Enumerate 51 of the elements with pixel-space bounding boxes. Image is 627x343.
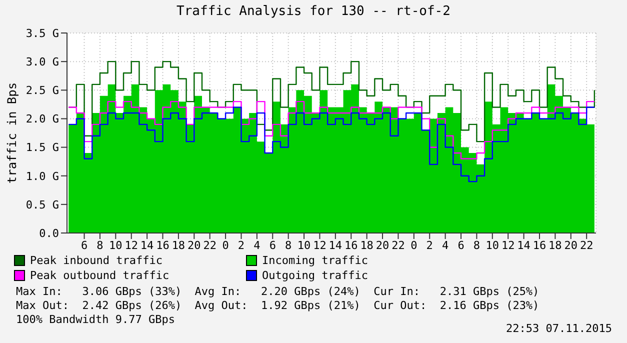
- text: Max In: 3.06 GBps (33%) Avg In: 2.20 GBps (24%) Cur In: 2.31 GBps (25%): [16, 285, 540, 299]
- x-tick-label: 8: [473, 238, 480, 252]
- y-tick-label: 1.5 G: [26, 141, 59, 154]
- x-tick-label: 18: [548, 238, 562, 252]
- x-tick-label: 2: [238, 238, 245, 252]
- y-tick-label: 0.5 G: [26, 198, 59, 212]
- legend-label: Peak inbound traffic: [30, 254, 162, 267]
- x-tick-label: 16: [344, 238, 358, 252]
- y-tick-label: 2.5 G: [26, 84, 59, 98]
- x-tick-label: 18: [172, 238, 186, 252]
- y-tick-label: 3.0 G: [26, 55, 59, 68]
- x-tick-label: 22: [392, 238, 405, 252]
- legend-label: Outgoing traffic: [262, 269, 368, 282]
- x-tick-label: 10: [109, 238, 122, 252]
- x-tick-label: 12: [124, 238, 138, 252]
- x-tick-label: 4: [254, 238, 261, 252]
- x-tick-label: 8: [96, 238, 104, 252]
- x-tick-label: 18: [360, 238, 374, 252]
- x-tick-label: 6: [458, 238, 464, 252]
- x-tick-label: 14: [517, 238, 531, 252]
- x-tick-label: 6: [80, 238, 88, 252]
- x-tick-label: 8: [285, 238, 292, 252]
- x-tick-label: 14: [328, 238, 342, 252]
- x-tick-label: 22: [580, 238, 594, 252]
- y-tick-label: 3.5 G: [26, 26, 59, 40]
- x-tick-label: 16: [532, 238, 546, 252]
- y-axis-title: traffic in Bps: [5, 82, 19, 184]
- series-label: Incoming traffic: [262, 254, 368, 267]
- x-tick-label: 20: [376, 238, 390, 252]
- y-tick-label: 2.0 G: [26, 112, 59, 126]
- text: 100% Bandwidth 9.77 GBps: [16, 313, 175, 326]
- x-tick-label: 12: [313, 238, 326, 252]
- text: Max Out: 2.42 GBps (26%) Avg Out: 1.92 GBps (21%) Cur Out: 2.16 GBps (23%): [16, 299, 540, 313]
- x-tick-label: 4: [442, 238, 449, 252]
- x-tick-label: 0: [222, 238, 229, 252]
- x-tick-label: 20: [564, 238, 578, 252]
- x-tick-label: 10: [486, 238, 500, 252]
- x-tick-label: 0: [410, 238, 418, 252]
- x-tick-label: 16: [156, 238, 170, 252]
- y-tick-label: 0.0: [39, 226, 59, 240]
- x-tick-label: 22: [203, 238, 216, 252]
- chart-title: Traffic Analysis for 130 -- rt-of-2: [176, 4, 452, 19]
- text: 22:53 07.11.2015: [506, 322, 612, 335]
- x-tick-label: 20: [188, 238, 201, 252]
- legend-label: Peak outbound traffic: [30, 269, 170, 282]
- x-tick-label: 6: [269, 238, 276, 252]
- x-tick-label: 10: [297, 238, 311, 252]
- y-tick-label: 1.0 G: [26, 170, 59, 183]
- x-tick-label: 2: [426, 238, 433, 252]
- x-tick-label: 14: [140, 238, 154, 252]
- x-tick-label: 12: [501, 238, 515, 252]
